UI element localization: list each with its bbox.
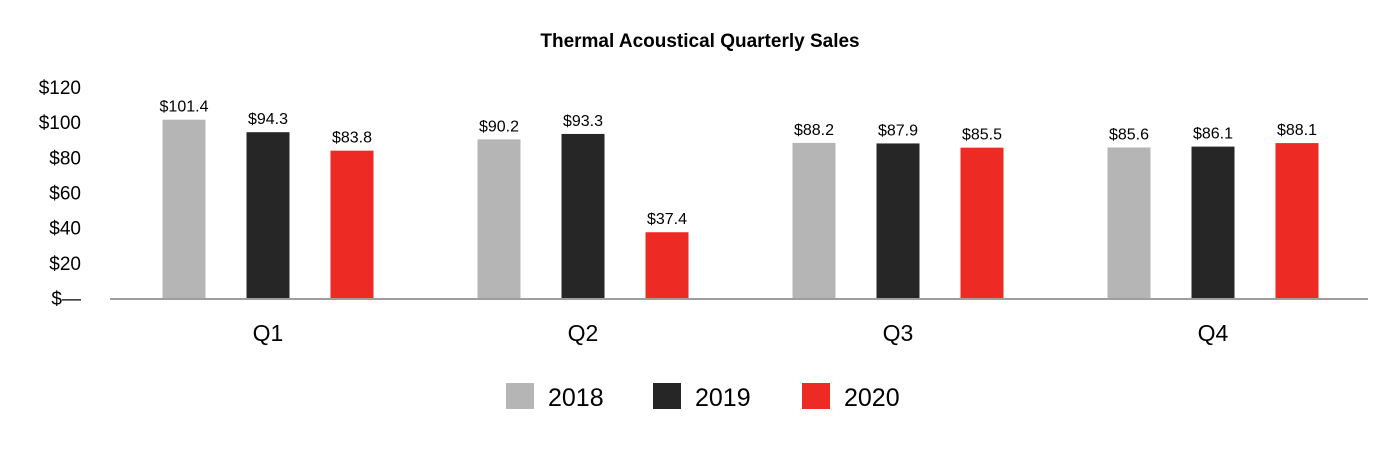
y-tick-label: $20: [49, 254, 81, 275]
x-axis: Q1 Q2 Q3 Q4: [110, 298, 1368, 346]
data-label-2018-q2: $90.2: [479, 118, 519, 135]
data-label-2019-q4: $86.1: [1193, 126, 1233, 143]
x-tick-label: Q1: [253, 320, 284, 346]
data-labels: $101.4 $94.3 $83.8 $90.2 $93.3 $37.4 $88.2 $87.…: [160, 99, 1318, 229]
data-label-2019-q3: $87.9: [878, 122, 918, 139]
data-label-2018-q4: $85.6: [1109, 126, 1149, 143]
bar-2020-q2: [645, 232, 689, 298]
data-label-2018-q3: $88.2: [794, 122, 834, 139]
y-tick-label: $—: [51, 289, 81, 310]
bar-2019-q4: [1191, 146, 1235, 298]
data-label-2020-q4: $88.1: [1277, 122, 1317, 139]
legend-swatch-2019: [653, 383, 681, 409]
bar-2020-q3: [960, 147, 1004, 298]
y-axis: $— $20 $40 $60 $80 $100 $120: [39, 78, 81, 310]
bar-2019-q1: [246, 132, 290, 298]
legend-label-2018: 2018: [548, 384, 604, 412]
bar-2018-q2: [477, 139, 521, 298]
bar-2018-q4: [1107, 147, 1151, 298]
chart-title: Thermal Acoustical Quarterly Sales: [540, 31, 859, 52]
y-tick-label: $100: [39, 113, 81, 134]
bar-2020-q4: [1275, 143, 1319, 298]
legend-swatch-2020: [802, 383, 830, 409]
legend-label-2020: 2020: [844, 384, 900, 412]
legend-label-2019: 2019: [695, 384, 751, 412]
y-tick-label: $40: [49, 219, 81, 240]
x-tick-label: Q4: [1198, 320, 1229, 346]
bar-2020-q1: [330, 150, 374, 298]
data-label-2019-q1: $94.3: [248, 111, 288, 128]
legend: 2018 2019 2020: [506, 383, 900, 412]
bar-2018-q1: [162, 119, 206, 298]
bar-2019-q3: [876, 143, 920, 298]
bars: [162, 119, 1319, 298]
bar-2018-q3: [792, 142, 836, 298]
data-label-2020-q2: $37.4: [647, 211, 687, 228]
data-label-2020-q1: $83.8: [332, 130, 372, 147]
y-tick-label: $120: [39, 78, 81, 99]
x-tick-label: Q2: [568, 320, 599, 346]
data-label-2018-q1: $101.4: [160, 99, 209, 116]
data-label-2019-q2: $93.3: [563, 113, 603, 130]
data-label-2020-q3: $85.5: [962, 127, 1002, 144]
y-tick-label: $60: [49, 184, 81, 205]
legend-swatch-2018: [506, 383, 534, 409]
y-tick-label: $80: [49, 148, 81, 169]
bar-2019-q2: [561, 133, 605, 298]
x-tick-label: Q3: [883, 320, 914, 346]
